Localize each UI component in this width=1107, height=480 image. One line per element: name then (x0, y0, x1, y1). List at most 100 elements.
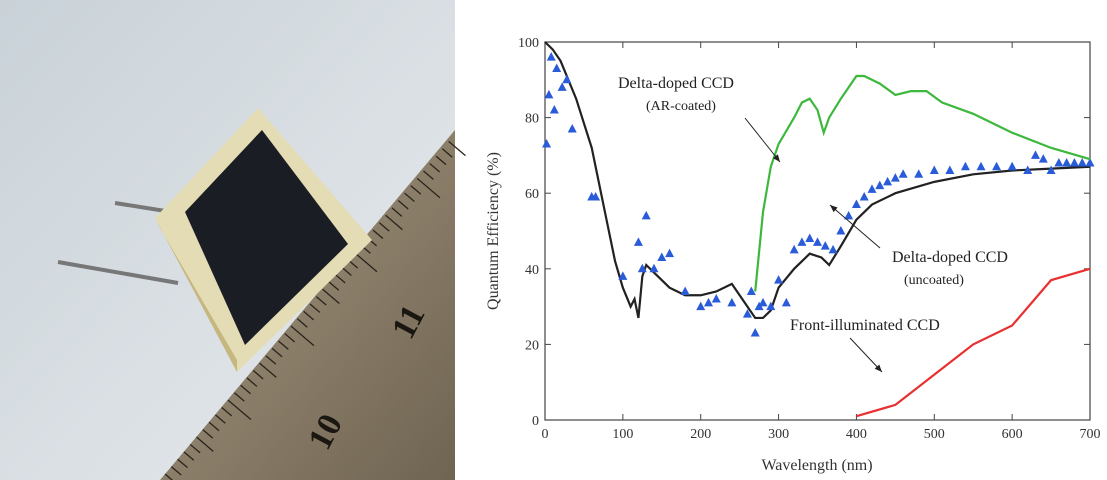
ruler-tick (240, 384, 251, 395)
ruler-tick (202, 429, 214, 439)
ruler-tick (423, 170, 434, 180)
ruler-tick (208, 421, 220, 432)
ruler-tick (341, 266, 352, 276)
data-point (890, 173, 900, 182)
data-point (618, 271, 628, 280)
photo: 10 11 (0, 0, 466, 480)
data-point (766, 301, 776, 311)
arrow-head (772, 154, 780, 162)
data-point (1069, 157, 1079, 167)
arrow-head (830, 205, 838, 213)
ruler-tick (334, 273, 346, 284)
ruler (160, 130, 455, 480)
data-point (758, 297, 768, 307)
data-point (789, 244, 799, 254)
data-point (1007, 161, 1017, 171)
data-point (657, 252, 667, 261)
ruler-tick (246, 377, 258, 387)
data-point (859, 191, 869, 201)
data-point (774, 275, 784, 284)
ruler-tick (441, 148, 453, 158)
data-point (1038, 154, 1048, 163)
data-point (562, 74, 572, 84)
detector (185, 130, 348, 345)
data-point (542, 139, 552, 148)
ruler-tick (227, 399, 252, 421)
y-tick-label: 80 (525, 112, 539, 127)
data-point (727, 297, 737, 307)
data-point (633, 237, 643, 246)
ruler-tick (404, 192, 415, 203)
y-tick-label: 40 (525, 263, 539, 278)
data-point (820, 241, 830, 250)
ruler-tick (164, 473, 174, 480)
ruler-tick (435, 155, 447, 166)
ruler-ticks (164, 140, 466, 480)
x-tick-label: 700 (1080, 427, 1101, 442)
y-tick-label: 100 (518, 36, 539, 51)
data-point (696, 301, 706, 311)
data-point (546, 52, 556, 61)
ruler-tick (385, 214, 403, 231)
ruler-tick (196, 436, 214, 452)
data-point (1077, 157, 1087, 167)
y-tick-label: 0 (532, 414, 539, 429)
data-point (1023, 165, 1033, 175)
ruler-tick (189, 443, 201, 454)
annotation-arrow (829, 204, 881, 249)
detector-edge (155, 218, 237, 372)
y-tick-label: 20 (525, 338, 539, 353)
ruler-tick (221, 406, 233, 417)
annotation-arrow (849, 337, 883, 373)
annotation: (uncoated) (904, 273, 964, 288)
ruler-tick (353, 251, 378, 273)
series-line (856, 267, 1091, 418)
data-point (813, 237, 822, 246)
ruler-tick (278, 340, 289, 350)
data-point (929, 165, 939, 175)
ruler-tick (183, 451, 195, 461)
ruler-tick (315, 296, 327, 306)
data-point (1031, 150, 1040, 159)
data-point (680, 286, 690, 295)
y-axis-title: Quantum Efficiency (%) (485, 152, 502, 310)
data-point (960, 161, 970, 171)
series-line (544, 41, 1091, 320)
ruler-tick (303, 310, 315, 321)
ruler-tick (284, 333, 296, 343)
data-point (641, 210, 651, 220)
x-tick-label: 200 (690, 427, 711, 442)
ruler-tick (215, 414, 226, 424)
data-point (637, 263, 647, 273)
data-point (1046, 165, 1056, 175)
ruler-tick (271, 347, 283, 358)
ruler-tick (416, 177, 441, 199)
data-point (746, 286, 756, 295)
data-point (544, 89, 554, 99)
data-point (828, 244, 838, 254)
ruler-tick (322, 288, 340, 304)
ruler-tick (328, 281, 340, 291)
data-point (898, 169, 908, 178)
ruler-tick (252, 370, 264, 380)
ruler-tick (448, 140, 466, 157)
data-point (1062, 157, 1072, 167)
ruler-tick (391, 207, 403, 217)
x-axis-title: Wavelength (nm) (761, 457, 872, 474)
data-point (867, 184, 877, 193)
ruler-tick (265, 355, 277, 365)
data-point (945, 165, 955, 175)
data-point (704, 297, 713, 307)
ruler-tick (429, 163, 441, 173)
x-tick-label: 0 (542, 427, 549, 442)
pin (57, 260, 179, 285)
data-point (883, 176, 893, 186)
data-point (805, 233, 815, 243)
data-point (992, 161, 1002, 171)
data-point (1085, 157, 1095, 167)
data-point (875, 180, 885, 190)
annotation: (AR-coated) (646, 99, 716, 114)
data-point (914, 169, 924, 178)
ruler-tick (372, 229, 384, 240)
